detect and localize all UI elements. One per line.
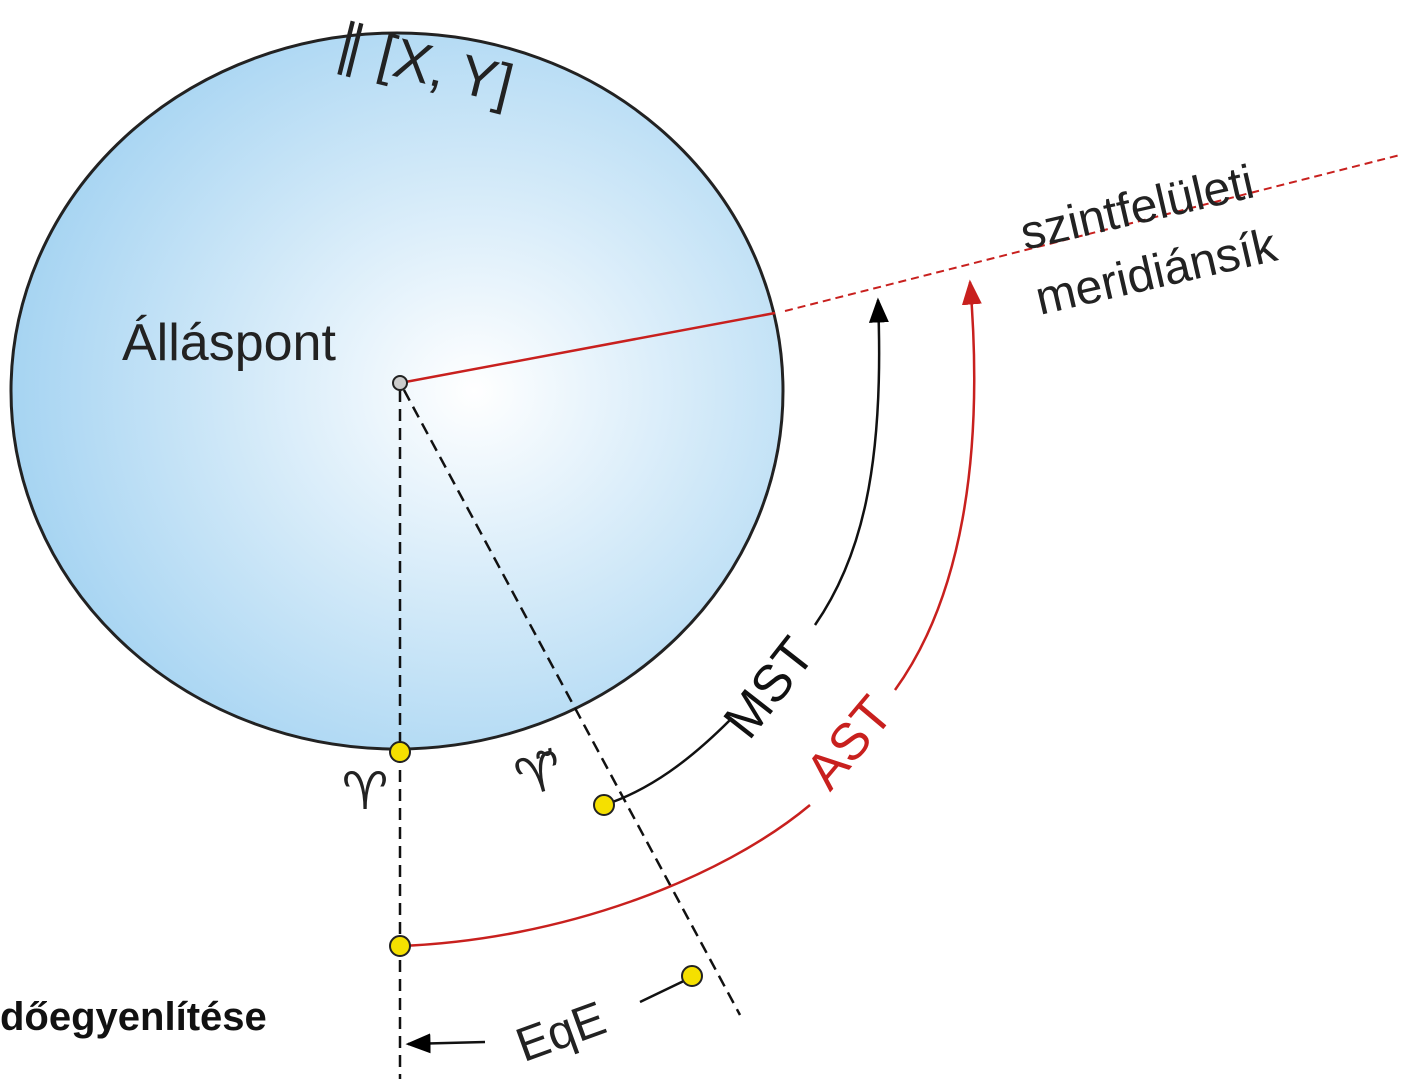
meridian-line bbox=[399, 311, 776, 385]
sphere bbox=[9, 31, 785, 751]
ast-arc bbox=[399, 282, 974, 948]
point bbox=[593, 794, 615, 816]
mst-arc bbox=[603, 300, 879, 807]
equinox-symbol: ♈ bbox=[342, 762, 389, 822]
point bbox=[389, 935, 411, 957]
ast-label: AST bbox=[795, 686, 904, 801]
eqe-arrow bbox=[405, 1033, 486, 1054]
mst-label: MST bbox=[713, 627, 826, 749]
point bbox=[681, 965, 703, 987]
equinox-symbol: ♈̃ bbox=[509, 740, 570, 810]
caption: dőegyenlítése bbox=[0, 995, 267, 1039]
point bbox=[389, 741, 411, 763]
eqe-label: EqE bbox=[509, 992, 612, 1073]
mean-equinox-line bbox=[402, 389, 742, 1016]
station-label: Álláspont bbox=[122, 314, 336, 372]
eqe-leader bbox=[639, 976, 691, 1004]
station-point bbox=[392, 375, 408, 391]
